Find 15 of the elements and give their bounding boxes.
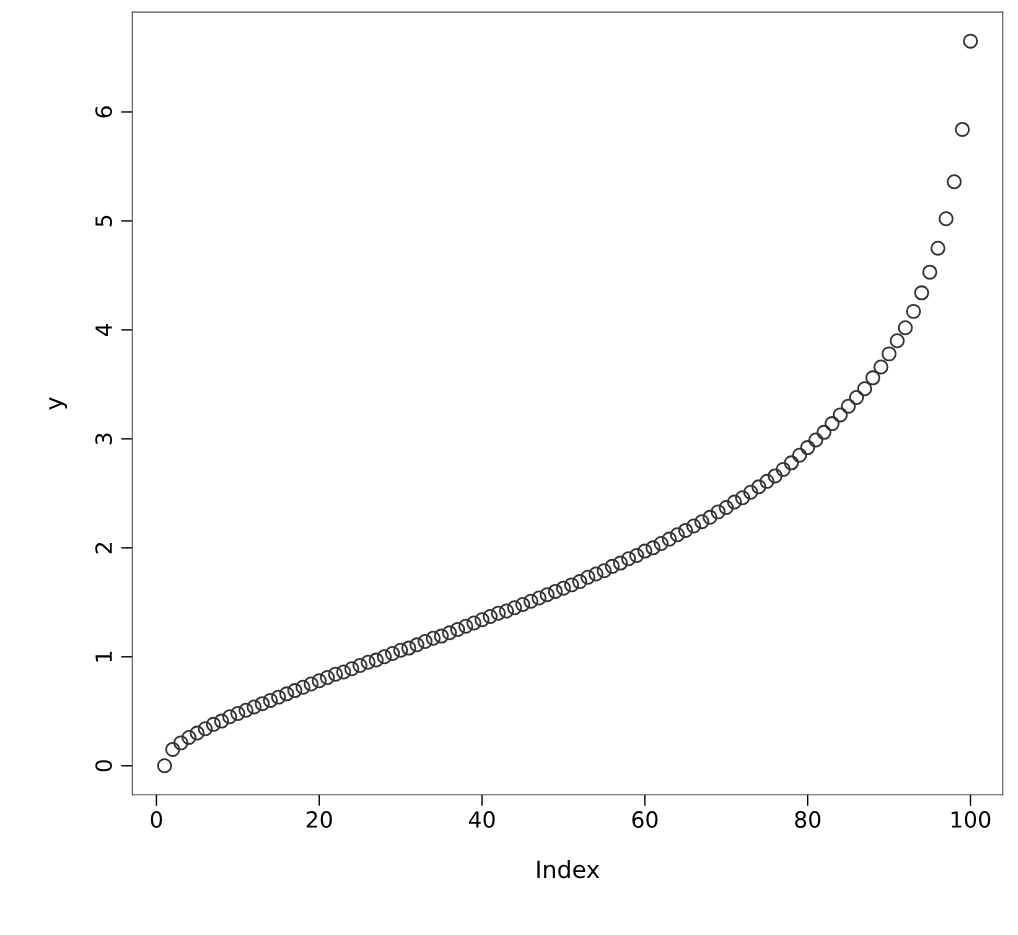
y-tick-label: 1 (95, 651, 112, 662)
y-tick-label: 0 (95, 760, 113, 772)
x-tick-label: 80 (795, 811, 821, 828)
x-tick-label: 60 (632, 811, 658, 828)
y-tick-label: 3 (95, 433, 113, 445)
y-tick-label: 4 (95, 324, 112, 336)
x-tick-label: 20 (306, 811, 332, 828)
y-tick-label: 5 (95, 215, 113, 227)
y-tick-label: 6 (95, 106, 113, 118)
y-tick-label: 2 (95, 542, 112, 554)
x-tick-label: 0 (150, 811, 163, 828)
y-axis-title: y (49, 397, 68, 410)
x-tick-label: 40 (469, 811, 495, 828)
x-tick-label: 100 (951, 811, 991, 828)
x-axis-title: Index (537, 860, 600, 879)
